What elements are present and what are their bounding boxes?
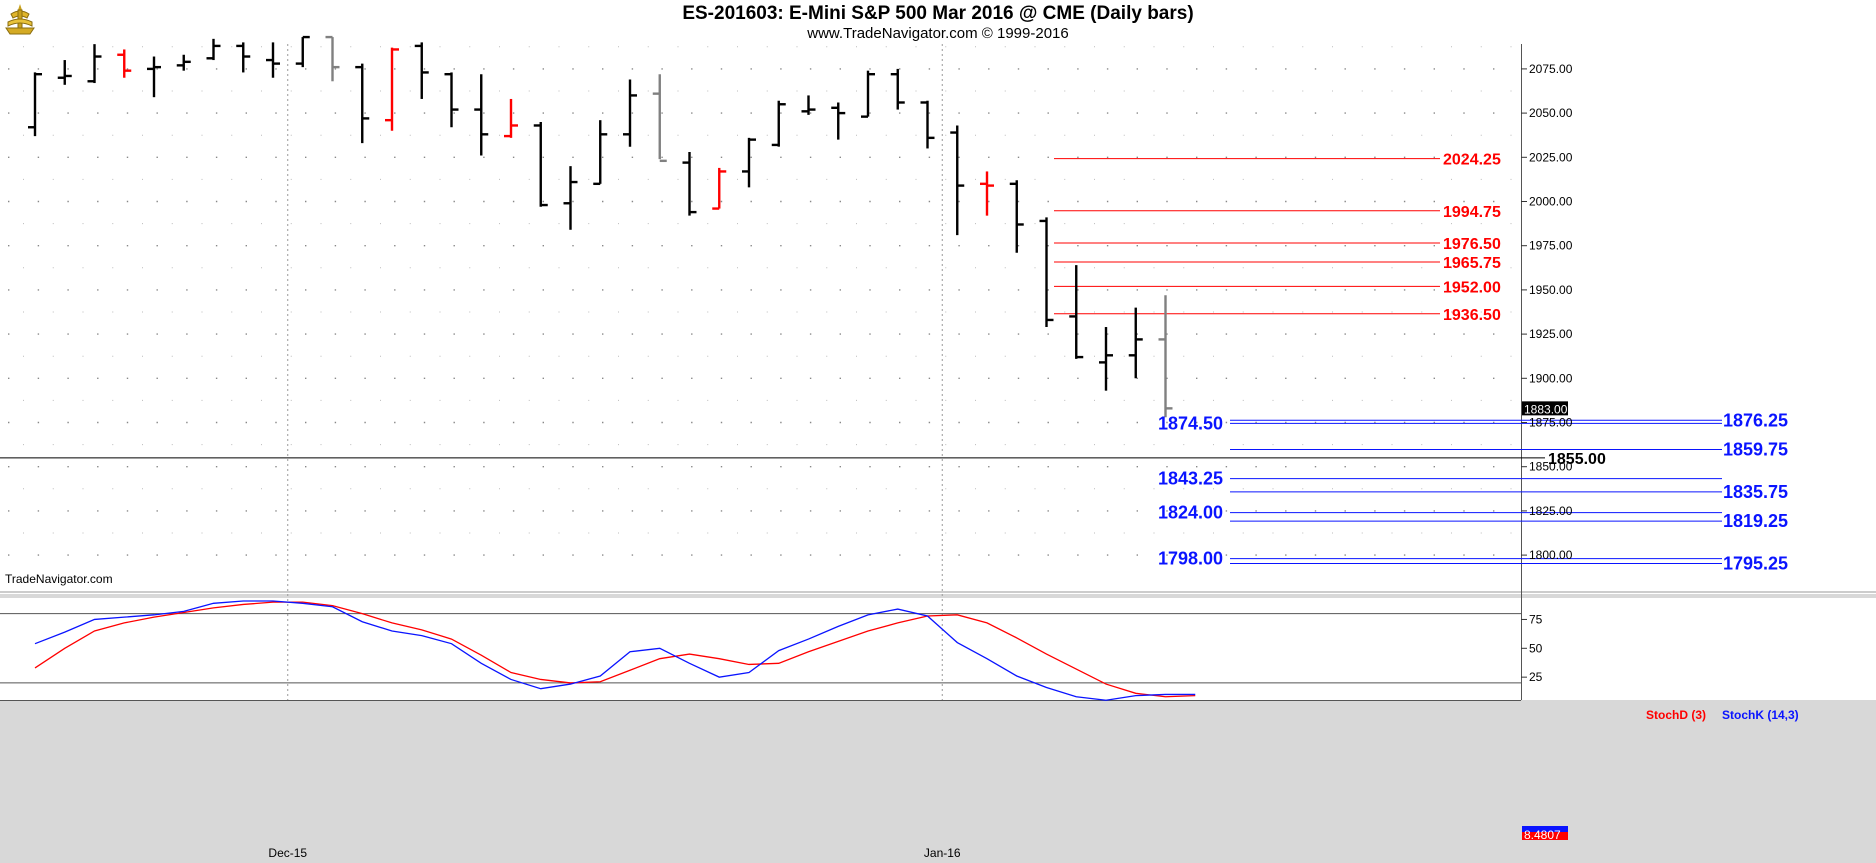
ohlc-bar	[1099, 327, 1113, 391]
price-axis-label: 1850.00	[1529, 460, 1573, 474]
price-axis-label: 1800.00	[1529, 548, 1573, 562]
support-level-label-left: 1798.00	[1158, 549, 1223, 569]
ohlc-bar	[57, 60, 72, 85]
stoch-axis-label: 50	[1529, 641, 1543, 655]
ohlc-bar	[87, 44, 102, 84]
ohlc-bar	[147, 56, 161, 98]
ohlc-bar	[444, 72, 459, 128]
support-level-label-right: 1876.25	[1723, 410, 1788, 430]
stoch-last-label: 8.4807	[1524, 828, 1561, 842]
stoch-last-marker-k	[1522, 826, 1568, 832]
pivot-level-label: 1855.00	[1548, 451, 1606, 468]
ohlc-bar	[325, 35, 340, 82]
ohlc-bar	[920, 100, 935, 149]
ohlc-bar	[385, 47, 399, 131]
chart-title: ES-201603: E-Mini S&P 500 Mar 2016 @ CME…	[682, 3, 1194, 24]
stochastic-panel	[0, 599, 1521, 699]
ohlc-bar	[1009, 180, 1024, 253]
ohlc-bar	[504, 98, 518, 138]
ohlc-bar	[623, 79, 637, 147]
resistance-level-label: 1965.75	[1443, 255, 1501, 272]
price-axis-label: 2050.00	[1529, 106, 1573, 120]
ohlc-bar	[593, 120, 608, 186]
price-axis-label: 2000.00	[1529, 195, 1573, 209]
ohlc-bar	[652, 74, 667, 163]
stoch-series-line	[34, 601, 1196, 698]
support-level-label-left: 1874.50	[1158, 413, 1223, 433]
ohlc-bar	[414, 42, 429, 99]
trade-navigator-logo-icon	[5, 4, 35, 35]
stoch-series-line	[34, 600, 1196, 701]
ohlc-bar	[861, 70, 875, 118]
support-level-label-left: 1843.25	[1158, 469, 1223, 489]
ohlc-bar	[801, 95, 816, 115]
support-level-label-right: 1819.25	[1723, 511, 1788, 531]
ohlc-bar	[266, 42, 280, 78]
ohlc-bar	[563, 166, 578, 230]
ohlc-bar	[980, 171, 994, 216]
support-level-label-right: 1859.75	[1723, 439, 1788, 459]
stoch-axis-label: 25	[1529, 670, 1543, 684]
last-price-marker	[1522, 401, 1568, 416]
ohlc-bar	[1158, 295, 1173, 418]
resistance-level-label: 2024.25	[1443, 152, 1501, 169]
ohlc-bar	[1069, 265, 1084, 359]
stoch-legend-k: StochK (14,3)	[1722, 708, 1799, 722]
resistance-level-label: 1976.50	[1443, 236, 1501, 253]
ohlc-bar	[533, 121, 548, 207]
resistance-level-label: 1936.50	[1443, 307, 1501, 324]
price-axis-label: 1900.00	[1529, 371, 1573, 385]
resistance-level-label: 1994.75	[1443, 204, 1501, 221]
ohlc-bar	[474, 74, 489, 156]
ohlc-bar	[682, 151, 697, 216]
support-level-label-right: 1835.75	[1723, 482, 1788, 502]
price-axis-label: 1925.00	[1529, 327, 1573, 341]
support-level-label-left: 1824.00	[1158, 503, 1223, 523]
ohlc-bar	[771, 100, 786, 147]
ohlc-bar	[712, 167, 727, 210]
panel-separator	[0, 594, 1876, 598]
ohlc-bar	[890, 68, 905, 110]
price-panel	[0, 44, 1521, 592]
price-axis-label: 1950.00	[1529, 283, 1573, 297]
date-axis-label: Jan-16	[924, 846, 961, 860]
price-axis-label: 1975.00	[1529, 239, 1573, 253]
ohlc-bar	[831, 102, 846, 140]
stoch-axis-label: 75	[1529, 612, 1543, 626]
price-axis-label: 2025.00	[1529, 150, 1573, 164]
ohlc-bar	[355, 63, 370, 144]
ohlc-bar	[1128, 307, 1143, 379]
ohlc-bar	[176, 54, 191, 71]
ohlc-bar	[295, 35, 310, 68]
price-axis-label: 2075.00	[1529, 62, 1573, 76]
support-level-label-right: 1795.25	[1723, 553, 1788, 573]
ohlc-bar	[28, 72, 42, 137]
resistance-level-label: 1952.00	[1443, 279, 1501, 296]
chart-subtitle: www.TradeNavigator.com © 1999-2016	[807, 25, 1069, 42]
ohlc-bar	[236, 42, 251, 73]
price-axis-label: 1825.00	[1529, 504, 1573, 518]
ohlc-bar	[1039, 217, 1054, 328]
price-axis-label: 1875.00	[1529, 416, 1573, 430]
stoch-legend-d: StochD (3)	[1646, 708, 1706, 722]
date-axis-strip	[0, 700, 1876, 863]
ohlc-bar	[950, 125, 965, 236]
watermark-text: TradeNavigator.com	[5, 572, 113, 586]
ohlc-bar	[117, 49, 132, 78]
date-axis-label: Dec-15	[268, 846, 307, 860]
chart-header: ES-201603: E-Mini S&P 500 Mar 2016 @ CME…	[0, 0, 1876, 44]
ohlc-bar	[206, 38, 221, 61]
last-price-label: 1883.00	[1524, 402, 1568, 416]
ohlc-bar	[742, 137, 756, 188]
